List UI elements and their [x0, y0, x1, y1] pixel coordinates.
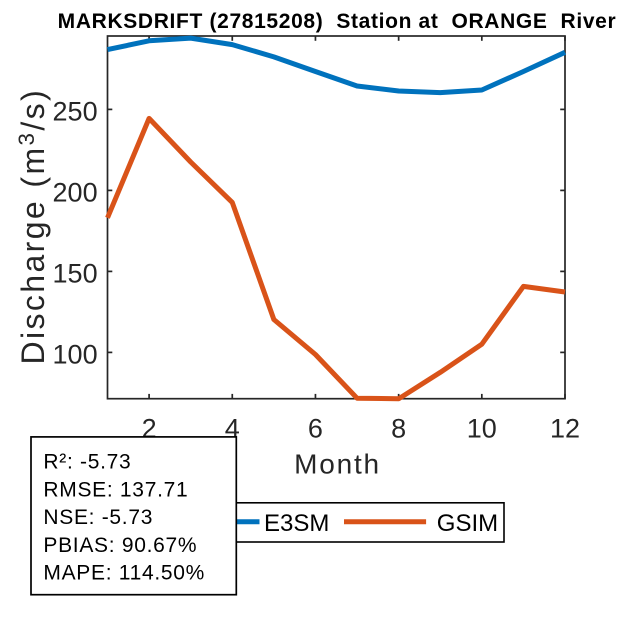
svg-text:MAPE: 114.50%: MAPE: 114.50% — [43, 562, 205, 585]
svg-text:4: 4 — [225, 413, 240, 443]
svg-text:Month: Month — [294, 449, 381, 480]
svg-text:10: 10 — [467, 413, 497, 443]
svg-text:NSE: -5.73: NSE: -5.73 — [43, 506, 153, 529]
svg-text:12: 12 — [550, 413, 580, 443]
svg-text:6: 6 — [308, 413, 323, 443]
svg-text:RMSE: 137.71: RMSE: 137.71 — [43, 478, 188, 501]
svg-text:8: 8 — [391, 413, 406, 443]
svg-text:150: 150 — [53, 259, 98, 289]
svg-text:Discharge (m3/s): Discharge (m3/s) — [14, 88, 51, 365]
svg-text:2: 2 — [142, 413, 157, 443]
svg-text:100: 100 — [53, 340, 98, 370]
svg-text:PBIAS: 90.67%: PBIAS: 90.67% — [43, 534, 197, 557]
svg-text:R²: -5.73: R²: -5.73 — [43, 451, 131, 474]
svg-text:E3SM: E3SM — [264, 510, 329, 537]
svg-text:200: 200 — [53, 178, 98, 208]
svg-text:GSIM: GSIM — [437, 510, 498, 537]
svg-text:250: 250 — [53, 97, 98, 127]
svg-text:MARKSDRIFT (27815208) Station: MARKSDRIFT (27815208) Station at ORANGE … — [58, 10, 617, 33]
